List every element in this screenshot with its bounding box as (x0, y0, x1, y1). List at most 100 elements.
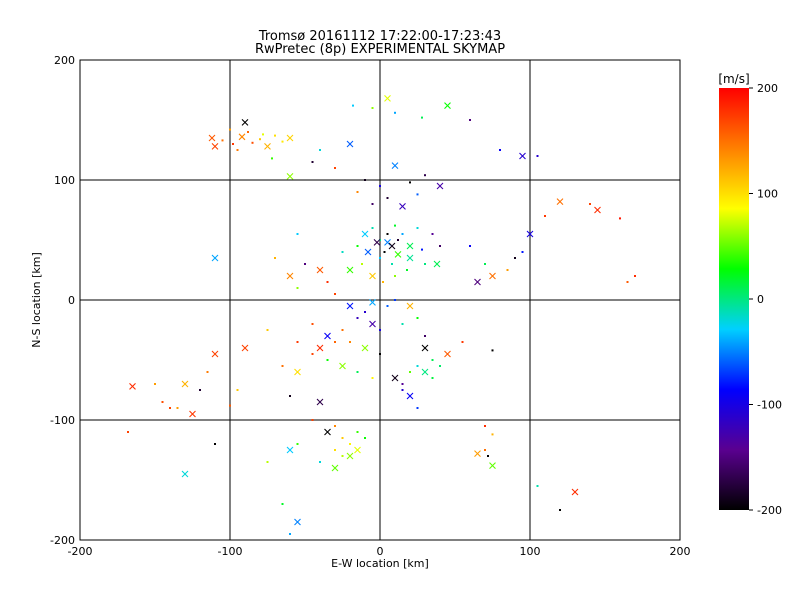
data-point-dot (281, 503, 284, 505)
data-point-dot (491, 433, 494, 436)
data-point-dot (334, 449, 336, 451)
data-point-dot (334, 167, 336, 169)
colorbar-tick-label: -100 (757, 399, 782, 412)
data-point-dot (379, 329, 381, 331)
y-axis-ticks: -200 -100 0 100 200 (50, 54, 680, 547)
data-point-dot (394, 224, 396, 227)
data-point-cross (294, 518, 301, 526)
data-point-dot (356, 371, 359, 373)
data-point-cross (556, 198, 564, 205)
data-point-dot (536, 155, 539, 157)
data-point-cross (384, 95, 391, 102)
x-tick-label: 100 (520, 545, 541, 558)
grid-lines (80, 60, 680, 540)
data-point-cross (346, 266, 354, 274)
data-point-cross (519, 152, 526, 160)
data-point-dot (356, 245, 359, 247)
data-point-dot (634, 275, 636, 277)
data-point-dot (544, 215, 546, 217)
data-point-dot (289, 395, 291, 397)
data-point-dot (461, 341, 464, 343)
data-point-dot (416, 227, 419, 229)
data-point-cross (361, 344, 369, 352)
data-point-cross (391, 374, 399, 382)
data-point-dot (334, 341, 336, 343)
x-axis-ticks: -200 -100 0 100 200 (68, 60, 691, 558)
data-point-dot (341, 329, 344, 331)
data-point-cross (316, 344, 324, 352)
data-point-dot (386, 197, 389, 199)
data-point-dot (391, 263, 393, 265)
velocity-colorbar (719, 88, 749, 510)
data-point-cross (436, 182, 444, 190)
data-point-dot (394, 299, 396, 301)
chart-title: Tromsø 20161112 17:22:00-17:23:43 (258, 29, 501, 44)
data-point-dot (296, 443, 299, 445)
data-point-dot (416, 317, 419, 319)
data-point-cross (241, 119, 249, 126)
data-point-cross (346, 302, 354, 310)
data-point-cross (384, 239, 391, 246)
data-point-cross (433, 260, 441, 268)
data-point-dot (266, 461, 269, 463)
data-point-dot (406, 269, 408, 271)
data-point-dot (401, 233, 404, 235)
data-point-dot (401, 383, 404, 385)
data-point-dot (349, 341, 351, 343)
data-point-dot (484, 425, 486, 427)
data-point-dot (341, 455, 344, 457)
data-point-dot (416, 193, 419, 196)
y-tick-label: 0 (68, 294, 75, 307)
data-point-dot (626, 281, 629, 283)
data-point-dot (319, 461, 321, 463)
data-point-cross (399, 203, 406, 210)
data-point-cross (474, 450, 481, 457)
data-point-cross (361, 230, 369, 238)
data-point-cross (286, 173, 294, 180)
data-point-cross (406, 302, 414, 310)
data-point-dot (274, 257, 276, 259)
data-point-cross (394, 251, 402, 258)
data-point-dot (364, 311, 366, 313)
data-point-cross (369, 320, 376, 328)
data-point-dot (386, 233, 389, 235)
data-point-cross (346, 140, 354, 148)
data-point-dot (589, 203, 591, 205)
data-point-dot (206, 371, 209, 373)
data-point-cross (324, 332, 331, 340)
data-point-dot (289, 533, 291, 535)
data-point-dot (326, 281, 329, 283)
data-point-dot (356, 317, 359, 319)
y-tick-label: -200 (50, 534, 75, 547)
data-point-dot (247, 131, 249, 133)
data-point-cross (388, 242, 396, 250)
data-point-cross (208, 134, 216, 142)
x-tick-label: 0 (377, 545, 384, 558)
data-point-cross (594, 206, 601, 214)
data-point-dot (439, 245, 441, 247)
data-point-cross (211, 254, 219, 262)
data-point-cross (406, 242, 414, 250)
data-point-dot (401, 323, 404, 325)
chart-subtitle: RwPretec (8p) EXPERIMENTAL SKYMAP (255, 42, 505, 57)
data-point-dot (559, 509, 561, 511)
data-point-dot (311, 161, 314, 163)
data-point-dot (424, 174, 426, 177)
data-point-cross (286, 446, 294, 454)
x-tick-label: 200 (670, 545, 691, 558)
data-point-dot (221, 139, 224, 142)
data-point-dot (401, 389, 404, 391)
data-point-dot (521, 251, 524, 253)
data-point-dot (296, 233, 299, 235)
data-point-cross (369, 272, 376, 280)
data-point-dot (469, 119, 471, 121)
x-axis-label: E-W location [km] (331, 557, 429, 570)
data-points (127, 95, 636, 535)
data-point-dot (229, 128, 231, 131)
data-point-dot (379, 185, 381, 187)
colorbar-tick-label: 200 (757, 82, 778, 95)
data-point-dot (371, 203, 374, 205)
data-point-dot (379, 257, 381, 259)
data-point-dot (619, 217, 621, 220)
